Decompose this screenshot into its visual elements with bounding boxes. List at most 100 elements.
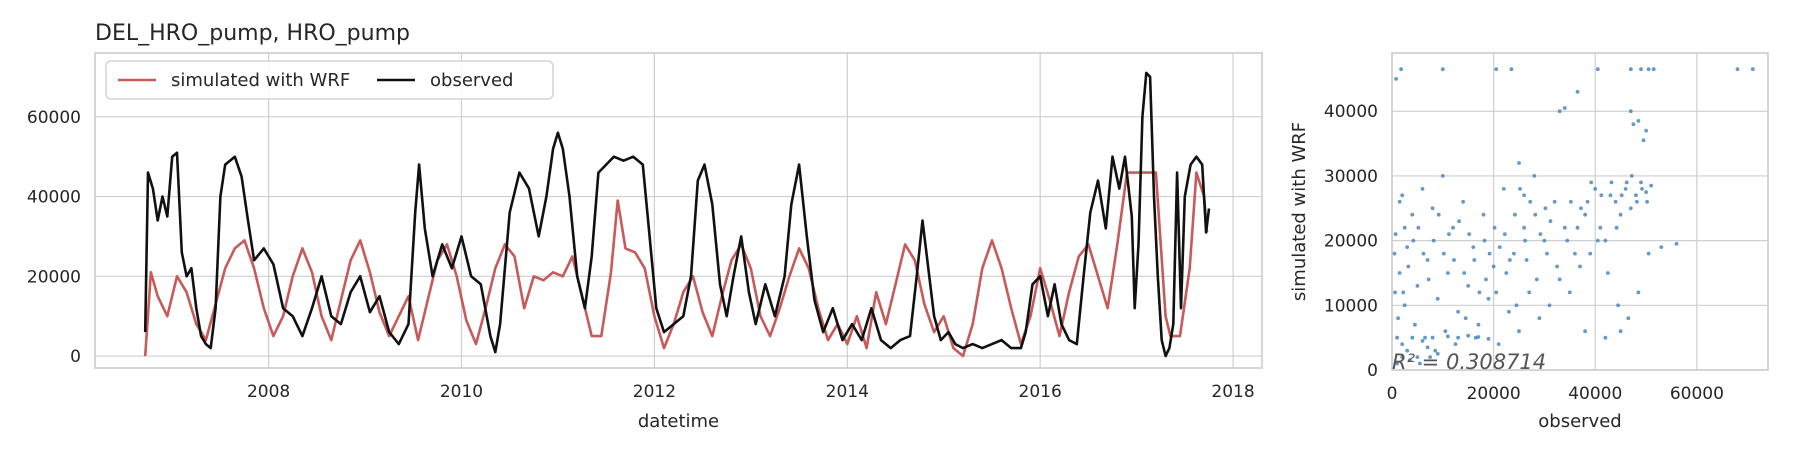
scatter-point (1750, 67, 1755, 72)
ts-x-tick-label: 2014 (826, 382, 869, 402)
scatter-point (1646, 251, 1651, 256)
scatter-point (1467, 232, 1472, 237)
scatter-point (1508, 258, 1512, 262)
scatter-point (1491, 264, 1496, 269)
scatter-point (1628, 67, 1633, 72)
scatter-point (1545, 251, 1549, 256)
scatter-point (1599, 193, 1604, 198)
scatter-point (1395, 335, 1399, 340)
r-squared-annotation: R² = 0.308714 (1392, 350, 1546, 374)
scatter-point (1396, 316, 1400, 321)
scatter-point (1477, 290, 1482, 295)
scatter-point (1402, 225, 1407, 230)
scatter-point (1447, 232, 1451, 237)
scatter-point (1405, 245, 1410, 250)
scatter-point (1430, 335, 1435, 340)
scatter-point (1400, 342, 1405, 346)
scatter-point (1595, 238, 1600, 243)
scatter-point (1428, 355, 1432, 359)
scatter-point (1636, 290, 1641, 295)
scatter-point (1423, 335, 1427, 340)
scatter-point (1634, 193, 1638, 198)
scatter-point (1420, 339, 1425, 343)
scatter-point (1606, 271, 1610, 275)
ts-y-tick-label: 20000 (27, 267, 81, 287)
scatter-point (1522, 193, 1526, 198)
scatter-point (1461, 199, 1465, 204)
scatter-point (1421, 251, 1426, 256)
scatter-point (1517, 161, 1521, 165)
scatter-point (1562, 225, 1567, 230)
timeseries-chart: 2008 2010 2012 2014 2016 2018 0 20000 40000 60000… (27, 52, 1263, 432)
scatter-point (1486, 296, 1491, 301)
scatter-point (1425, 345, 1430, 350)
scatter-point (1501, 187, 1506, 191)
scatter-point (1614, 225, 1619, 230)
scatter-point (1494, 290, 1499, 295)
scatter-point (1482, 238, 1487, 243)
scatter-point (1407, 358, 1412, 363)
scatter-point (1533, 212, 1538, 217)
scatter-point (1453, 342, 1458, 346)
sc-x-tick-label: 40000 (1568, 384, 1622, 404)
scatter-point (1518, 187, 1522, 191)
legend-label-simulated: simulated with WRF (171, 70, 350, 91)
scatter-point (1497, 245, 1502, 250)
scatter-point (1635, 199, 1639, 204)
sc-x-tick-label: 20000 (1467, 384, 1521, 404)
scatter-point (1557, 109, 1562, 114)
ts-y-tick-label: 40000 (27, 188, 81, 208)
ts-y-tick-label: 60000 (27, 108, 81, 128)
scatter-point (1593, 187, 1598, 191)
scatter-point (1411, 238, 1416, 243)
scatter-point (1608, 193, 1613, 198)
scatter-point (1406, 264, 1411, 269)
scatter-point (1528, 199, 1533, 204)
scatter-point (1588, 251, 1593, 256)
scatter-point (1628, 109, 1633, 114)
sc-x-tick-label: 0 (1387, 384, 1398, 404)
scatter-point (1425, 258, 1430, 262)
ts-plot-frame (94, 52, 1263, 369)
scatter-point (1452, 258, 1456, 262)
scatter-point (1567, 290, 1572, 295)
sc-x-tick-label: 60000 (1670, 384, 1724, 404)
scatter-point (1413, 322, 1417, 327)
scatter-point (1433, 348, 1438, 353)
scatter-point (1645, 199, 1649, 204)
scatter-point (1583, 212, 1587, 217)
scatter-point (1639, 67, 1643, 72)
scatter-point (1401, 290, 1406, 295)
scatter-point (1394, 77, 1398, 81)
legend-label-observed: observed (430, 70, 513, 91)
ts-series-line-observed (143, 71, 1211, 358)
scatter-point (1400, 193, 1405, 198)
scatter-point (1583, 329, 1587, 334)
scatter-point (1555, 264, 1559, 269)
sc-y-tick-label: 20000 (1324, 232, 1378, 252)
scatter-point (1512, 251, 1516, 256)
scatter-point (1579, 206, 1583, 211)
scatter-point (1441, 251, 1446, 256)
ts-x-tick-label: 2016 (1019, 382, 1062, 402)
scatter-point (1466, 284, 1471, 288)
ts-x-axis-label: datetime (638, 411, 719, 432)
scatter-point (1415, 284, 1420, 288)
scatter-point (1426, 277, 1431, 282)
scatter-point (1636, 119, 1641, 123)
scatter-point (1463, 316, 1468, 321)
scatter-point (1616, 303, 1620, 308)
scatter-point (1626, 316, 1631, 321)
scatter-point (1631, 122, 1636, 127)
scatter-point (1542, 238, 1547, 243)
scatter-point (1659, 245, 1664, 250)
scatter-point (1397, 271, 1402, 275)
scatter-point (1430, 206, 1435, 211)
scatter-point (1534, 277, 1539, 282)
scatter-point (1603, 238, 1608, 243)
scatter-point (1504, 271, 1509, 275)
scatter-point (1674, 241, 1679, 246)
scatter-point (1393, 290, 1397, 295)
ts-x-tick-label: 2010 (440, 382, 483, 402)
scatter-point (1471, 245, 1476, 250)
